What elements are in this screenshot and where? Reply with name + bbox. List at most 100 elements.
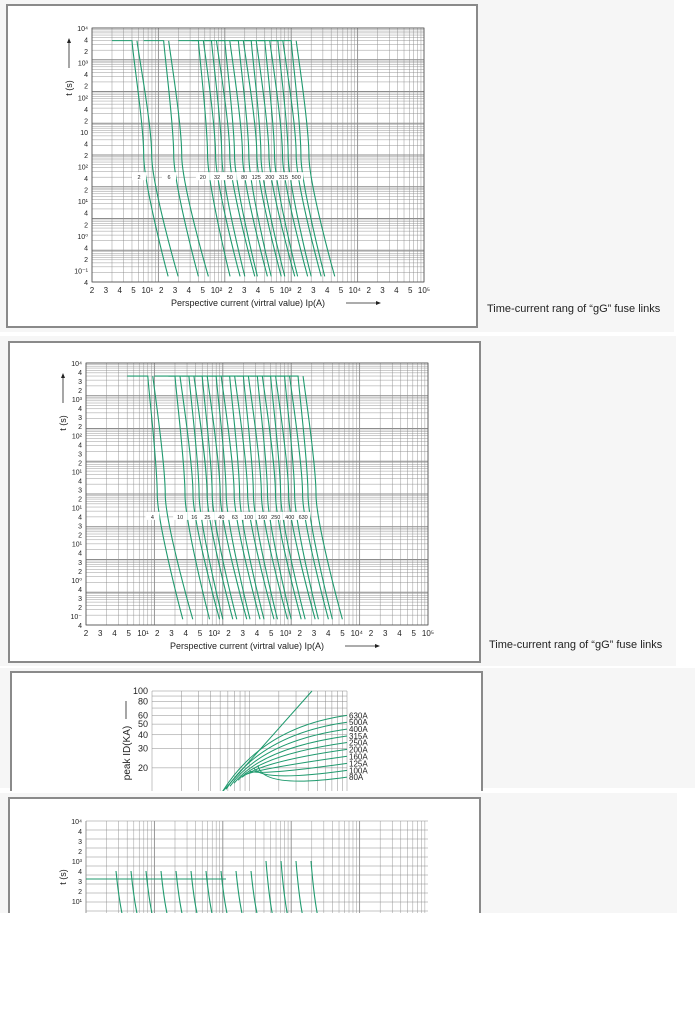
x-tick-label: 5	[127, 629, 132, 638]
x-tick-label: 5	[198, 629, 203, 638]
x-tick-label: 10²	[211, 286, 223, 295]
series-label-bg-32	[210, 172, 225, 181]
series-label-250A: 250A	[349, 739, 368, 748]
y-tick-label: 3	[78, 596, 82, 603]
series-label-80A: 80A	[349, 773, 364, 782]
series-line	[220, 870, 228, 913]
y-tick-label: 4	[84, 141, 88, 148]
y-tick-label: 10⁴	[71, 361, 82, 368]
y-tick-label: 20	[138, 763, 148, 773]
y-tick-label: 2	[84, 257, 88, 264]
x-tick-label: 5	[408, 286, 413, 295]
y-tick-label: 4	[78, 587, 82, 594]
y-tick-label: 4	[84, 211, 88, 218]
y-tick-label: 10⁻	[71, 614, 83, 621]
y-tick-label: 10¹	[72, 469, 83, 476]
series-label-40: 40	[218, 515, 224, 521]
x-tick-label: 10⁵	[418, 286, 430, 295]
series-line-upper-6	[168, 40, 209, 277]
series-line-160A	[245, 755, 348, 775]
series-line-125	[231, 40, 286, 277]
series-line	[115, 870, 123, 913]
grid	[85, 820, 428, 913]
y-tick-label: 2	[84, 118, 88, 125]
series-line-200	[244, 40, 299, 277]
y-tick-label: 2	[78, 460, 82, 467]
x-tick-label: 2	[159, 286, 164, 295]
y-tick-label: 10¹	[72, 542, 83, 549]
x-tick-label: 4	[187, 286, 192, 295]
x-tick-label: 3	[311, 286, 316, 295]
series-line	[295, 860, 303, 913]
y-tick-label: 4	[84, 176, 88, 183]
series-line-63	[209, 375, 265, 620]
series-line-315	[257, 40, 312, 277]
y-axis-arrowhead	[67, 38, 71, 43]
series-line-315A	[233, 735, 348, 784]
y-tick-label: 4	[84, 72, 88, 79]
series-label-315: 315	[279, 175, 288, 181]
y-tick-label: 3	[78, 379, 82, 386]
series-line-upper-40	[220, 375, 261, 620]
x-tick-label: 10³	[280, 629, 292, 638]
series-label-100A: 100A	[349, 766, 368, 775]
series-label-bg-80	[237, 172, 252, 181]
series-label-6: 6	[167, 175, 170, 181]
x-tick-label: 10⁵	[422, 629, 434, 638]
series-line-125A	[249, 762, 348, 773]
grid	[91, 27, 425, 283]
series-line-40	[195, 375, 251, 620]
y-axis-label: peak ID(KA)	[122, 726, 133, 780]
series-label-630: 630	[299, 515, 308, 521]
series-line-upper-4	[152, 375, 194, 620]
series-line	[265, 860, 273, 913]
y-tick-label: 3	[78, 415, 82, 422]
series-line	[130, 870, 138, 913]
series-line-20	[178, 40, 231, 277]
x-tick-label: 2	[366, 286, 371, 295]
series-line-upper-25	[206, 375, 248, 620]
series-label-bg-50	[222, 172, 237, 181]
x-tick-label: 5	[200, 286, 205, 295]
y-tick-label: 3	[78, 839, 82, 846]
series-label-bg-630	[296, 511, 311, 520]
chart-caption-1: Time-current rang of “gG” fuse links	[487, 303, 661, 315]
y-tick-label: 100	[133, 686, 148, 696]
y-tick-label: 2	[78, 497, 82, 504]
series-line-upper-200	[269, 40, 309, 277]
x-tick-label: 2	[369, 629, 374, 638]
x-tick-label: 4	[394, 286, 399, 295]
y-tick-label: 3	[78, 524, 82, 531]
series-line-upper-32	[215, 40, 256, 277]
series-label-160: 160	[258, 515, 267, 521]
x-tick-label: 3	[380, 286, 385, 295]
y-axis-label: t (s)	[58, 869, 68, 885]
y-tick-label: 2	[84, 49, 88, 56]
y-tick-label: 2	[84, 153, 88, 160]
series-line	[235, 870, 243, 913]
series-label-bg-200	[262, 172, 277, 181]
x-tick-label: 10⁴	[351, 629, 364, 638]
series-line-100	[222, 375, 279, 620]
series-label-bg-10	[173, 511, 188, 520]
series-label-160A: 160A	[349, 752, 368, 761]
series-line-10	[154, 375, 211, 620]
series-line-upper-315	[282, 40, 322, 277]
y-tick-label: 2	[78, 533, 82, 540]
series-line	[205, 870, 213, 913]
x-tick-label: 3	[104, 286, 109, 295]
y-tick-label: 3	[78, 487, 82, 494]
series-group	[222, 690, 348, 791]
y-tick-label: 10²	[78, 95, 89, 102]
y-tick-label: 10¹	[78, 199, 89, 206]
series-label-bg-500	[289, 172, 304, 181]
x-tick-label: 2	[228, 286, 233, 295]
series-line-upper-80	[242, 40, 282, 277]
y-axis-label: t (s)	[58, 415, 68, 431]
series-line	[160, 870, 168, 913]
y-tick-label: 4	[78, 551, 82, 558]
plot-frame	[85, 362, 429, 626]
x-tick-label: 4	[112, 629, 117, 638]
series-label-bg-100	[241, 511, 256, 520]
x-tick-label: 10¹	[137, 629, 149, 638]
